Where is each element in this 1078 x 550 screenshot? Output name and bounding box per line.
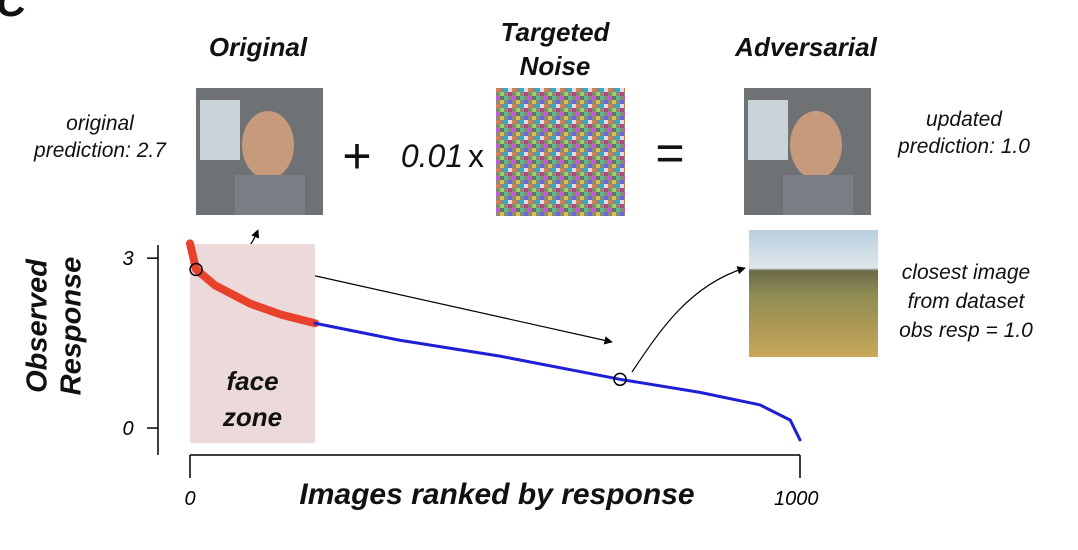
y-axis-label: Observed Response <box>21 256 88 396</box>
photo-noise <box>496 88 625 216</box>
highlight-marker <box>189 262 203 277</box>
span-label: face zone <box>222 366 282 432</box>
panel-label: C <box>0 0 26 26</box>
response-line <box>313 321 802 442</box>
arrow <box>631 266 746 373</box>
x-axis-label: Images ranked by response <box>299 478 695 511</box>
caption: updated prediction: 1.0 <box>898 108 1030 158</box>
coefficient: 0.01 <box>400 138 464 174</box>
plus-sign: + <box>342 128 372 184</box>
equals-sign: = <box>655 125 685 181</box>
panel-title: Original <box>208 32 308 62</box>
photo-original <box>196 88 323 215</box>
arrow <box>279 267 613 345</box>
times-sign: x <box>468 138 484 174</box>
x-tick-label: 1000 <box>774 488 819 510</box>
x-tick-label: 0 <box>184 488 195 510</box>
caption: original prediction: 2.7 <box>34 112 166 162</box>
y-tick-label: 0 <box>122 418 133 440</box>
response-line <box>186 239 320 328</box>
photo-adversarial <box>744 88 871 215</box>
y-tick-label: 3 <box>122 248 133 270</box>
photo-closest <box>749 230 878 357</box>
panel-title: Targeted Noise <box>500 17 610 81</box>
panel-title: Adversarial <box>735 32 877 62</box>
caption: closest image from dataset obs resp = 1.… <box>899 261 1033 342</box>
highlight-marker <box>613 372 627 387</box>
